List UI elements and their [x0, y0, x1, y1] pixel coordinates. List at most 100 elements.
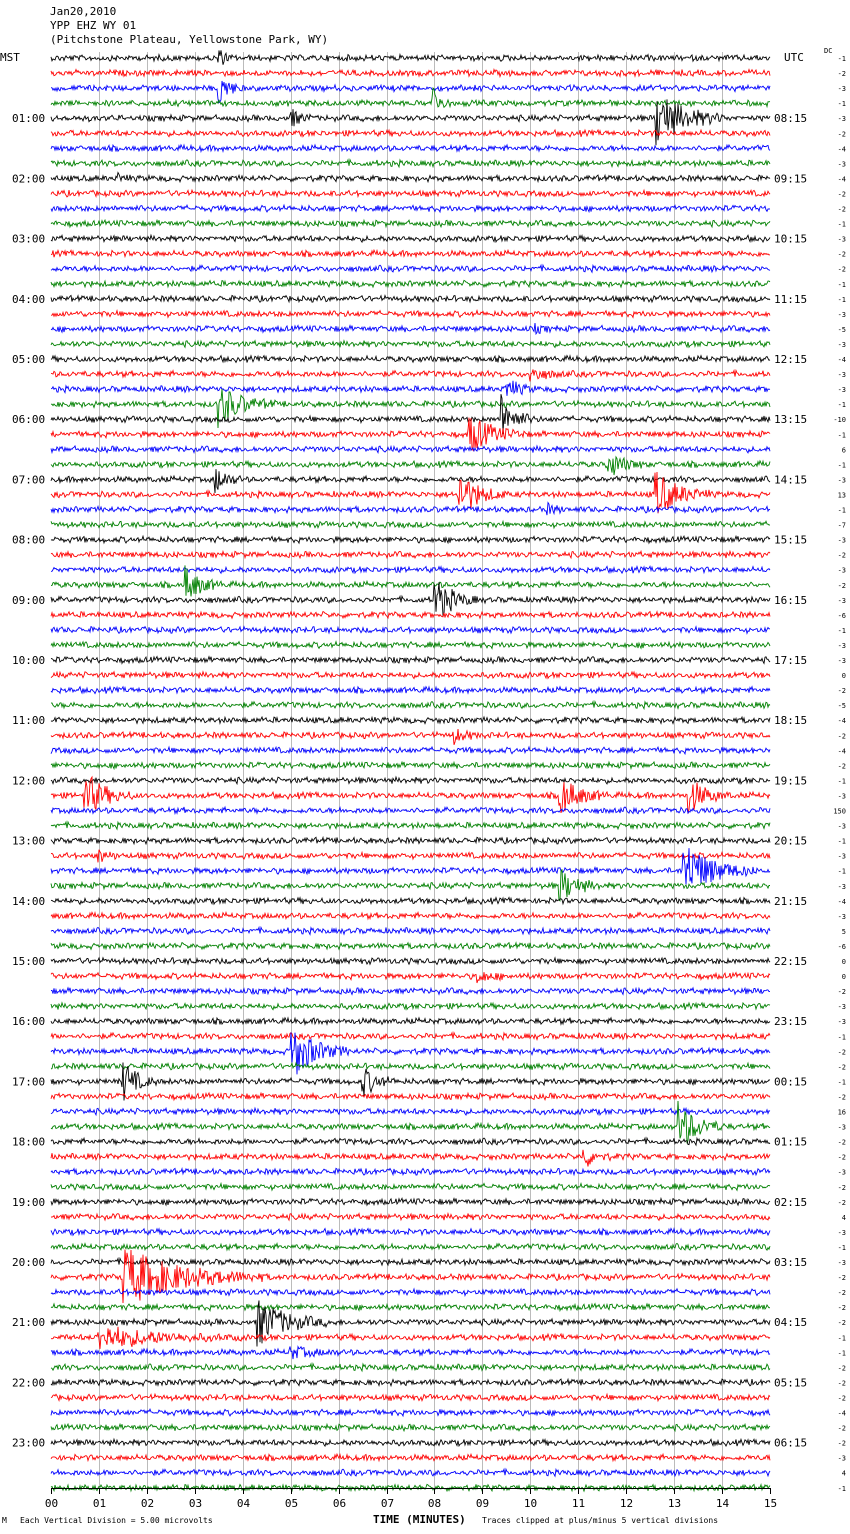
- trace-86: [50, 1345, 771, 1360]
- dc-offset-89: -2: [838, 1394, 846, 1402]
- dc-offset-34: -3: [838, 567, 846, 575]
- utc-hour-17:15: 17:15: [774, 654, 807, 667]
- dc-offset-59: -6: [838, 943, 846, 951]
- utc-hour-18:15: 18:15: [774, 714, 807, 727]
- dc-offset-18: -5: [838, 326, 846, 334]
- footer-mark: M: [2, 1516, 7, 1525]
- trace-75: [50, 1181, 771, 1192]
- trace-39: [50, 640, 771, 650]
- chart-date: Jan20,2010: [50, 5, 117, 18]
- trace-64: [50, 1016, 771, 1027]
- trace-73: [50, 1149, 771, 1167]
- dc-offset-16: -1: [838, 296, 846, 304]
- dc-offset-85: -1: [838, 1334, 846, 1342]
- dc-offset-8: -4: [838, 175, 846, 183]
- dc-offset-20: -4: [838, 356, 846, 364]
- mst-hour-03:00: 03:00: [12, 233, 45, 246]
- trace-85: [50, 1326, 771, 1349]
- dc-offset-80: -3: [838, 1259, 846, 1267]
- trace-49: [50, 775, 771, 814]
- dc-offset-36: -3: [838, 597, 846, 605]
- dc-offset-64: -3: [838, 1018, 846, 1026]
- trace-51: [50, 820, 771, 831]
- utc-hour-19:15: 19:15: [774, 774, 807, 787]
- x-tick-label-02: 02: [141, 1497, 154, 1510]
- trace-29: [50, 471, 771, 514]
- dc-offset-81: -2: [838, 1274, 846, 1282]
- trace-57: [50, 910, 771, 921]
- dc-offset-67: -2: [838, 1063, 846, 1071]
- mst-hour-19:00: 19:00: [12, 1196, 45, 1209]
- trace-68: [50, 1062, 771, 1101]
- trace-17: [51, 309, 771, 319]
- dc-offset-28: -3: [838, 476, 846, 484]
- utc-hour-04:15: 04:15: [774, 1316, 807, 1329]
- dc-offset-0: -1: [838, 55, 846, 63]
- utc-hour-22:15: 22:15: [774, 955, 807, 968]
- trace-35: [51, 565, 771, 597]
- dc-offset-93: -3: [838, 1455, 846, 1463]
- dc-offset-69: -2: [838, 1093, 846, 1101]
- trace-36: [50, 582, 771, 618]
- dc-offset-91: -2: [838, 1425, 846, 1433]
- dc-offset-82: -2: [838, 1289, 846, 1297]
- dc-offset-labels: -1 -2 -3 -1 -3 -2 -4 -3 -4 -2 -2 -1 -3 -2 -2 -1 -1 -3 -5 -3…: [833, 55, 846, 1493]
- trace-25: [50, 417, 771, 452]
- trace-61: [50, 971, 771, 984]
- dc-offset-12: -3: [838, 236, 846, 244]
- dc-offset-73: -2: [838, 1154, 846, 1162]
- trace-4: [50, 99, 771, 146]
- dc-offset-38: -1: [838, 627, 846, 635]
- trace-76: [50, 1196, 771, 1207]
- dc-offset-27: -1: [838, 461, 846, 469]
- trace-14: [50, 263, 771, 274]
- x-tick-label-00: 00: [45, 1497, 58, 1510]
- dc-offset-23: -1: [838, 401, 846, 409]
- trace-52: [50, 835, 771, 846]
- mst-hour-15:00: 15:00: [12, 955, 45, 968]
- trace-53: [50, 849, 771, 863]
- dc-offset-32: -3: [838, 537, 846, 545]
- mst-hour-02:00: 02:00: [12, 172, 45, 185]
- dc-offset-54: -1: [838, 868, 846, 876]
- trace-44: [50, 715, 771, 725]
- dc-offset-14: -2: [838, 266, 846, 274]
- trace-15: [50, 279, 771, 289]
- dc-offset-62: -2: [838, 988, 846, 996]
- dc-offset-55: -3: [838, 883, 846, 891]
- dc-offset-25: -1: [838, 431, 846, 439]
- dc-offset-19: -3: [838, 341, 846, 349]
- dc-offset-30: -1: [838, 507, 846, 515]
- trace-92: [50, 1437, 771, 1448]
- trace-37: [50, 610, 771, 620]
- utc-hour-13:15: 13:15: [774, 413, 807, 426]
- dc-offset-46: -4: [838, 747, 846, 755]
- trace-22: [50, 380, 771, 396]
- dc-label: DC: [824, 47, 833, 55]
- scale-note: Each Vertical Division = 5.00 microvolts: [20, 1516, 213, 1525]
- dc-offset-78: -3: [838, 1229, 846, 1237]
- minute-gridlines: [99, 52, 723, 1488]
- dc-offset-58: 5: [842, 928, 846, 936]
- trace-91: [50, 1422, 771, 1433]
- trace-69: [50, 1091, 771, 1102]
- dc-offset-2: -3: [838, 85, 846, 93]
- x-tick-label-06: 06: [333, 1497, 346, 1510]
- dc-offset-52: -1: [838, 838, 846, 846]
- utc-hour-labels: 08:15 09:15 10:15 11:15 12:15 13:15 14:15 15:15…: [774, 112, 807, 1449]
- dc-offset-50: 150: [833, 808, 846, 816]
- trace-30: [50, 501, 771, 516]
- dc-offset-44: -4: [838, 717, 846, 725]
- trace-3: [50, 87, 771, 109]
- mst-hour-18:00: 18:00: [12, 1136, 45, 1149]
- station-name: YPP EHZ WY 01: [50, 19, 137, 32]
- x-tick-label-04: 04: [237, 1497, 251, 1510]
- dc-offset-45: -2: [838, 732, 846, 740]
- dc-offset-3: -1: [838, 100, 846, 108]
- x-tick-label-15: 15: [764, 1497, 777, 1510]
- dc-offset-94: 4: [842, 1470, 846, 1478]
- utc-hour-09:15: 09:15: [774, 172, 807, 185]
- trace-32: [50, 534, 771, 545]
- utc-hour-12:15: 12:15: [774, 353, 807, 366]
